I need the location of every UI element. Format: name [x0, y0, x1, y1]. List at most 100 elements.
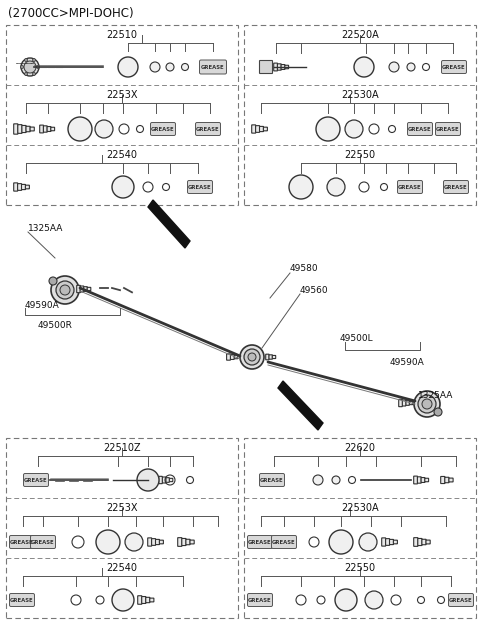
Circle shape [24, 72, 27, 75]
Text: GREASE: GREASE [24, 477, 48, 482]
Circle shape [24, 59, 27, 62]
Circle shape [407, 63, 415, 71]
FancyBboxPatch shape [178, 538, 182, 546]
FancyBboxPatch shape [152, 538, 156, 545]
FancyBboxPatch shape [425, 478, 429, 482]
FancyBboxPatch shape [255, 126, 260, 133]
FancyBboxPatch shape [277, 64, 281, 70]
Circle shape [345, 120, 363, 138]
Text: 49500R: 49500R [38, 321, 73, 330]
FancyBboxPatch shape [234, 355, 238, 359]
FancyBboxPatch shape [421, 478, 425, 482]
Text: GREASE: GREASE [248, 598, 272, 603]
FancyBboxPatch shape [47, 126, 51, 131]
FancyBboxPatch shape [18, 125, 22, 133]
FancyBboxPatch shape [269, 355, 272, 359]
FancyBboxPatch shape [248, 536, 273, 549]
Text: GREASE: GREASE [442, 64, 466, 70]
FancyBboxPatch shape [80, 286, 84, 292]
FancyBboxPatch shape [385, 538, 390, 545]
FancyBboxPatch shape [449, 478, 453, 482]
FancyBboxPatch shape [190, 540, 194, 544]
FancyBboxPatch shape [10, 536, 35, 549]
FancyBboxPatch shape [24, 473, 48, 486]
FancyBboxPatch shape [156, 540, 159, 545]
Circle shape [95, 120, 113, 138]
Circle shape [181, 64, 189, 70]
Text: GREASE: GREASE [10, 540, 34, 544]
Circle shape [125, 533, 143, 551]
Text: 22510Z: 22510Z [103, 443, 141, 453]
FancyBboxPatch shape [442, 61, 467, 73]
FancyBboxPatch shape [30, 127, 34, 131]
FancyBboxPatch shape [146, 598, 150, 603]
Text: 22520A: 22520A [341, 30, 379, 40]
FancyBboxPatch shape [14, 183, 18, 191]
Text: GREASE: GREASE [201, 64, 225, 70]
Circle shape [137, 469, 159, 491]
FancyBboxPatch shape [426, 540, 430, 544]
Circle shape [33, 59, 36, 62]
FancyBboxPatch shape [285, 65, 288, 69]
Circle shape [112, 176, 134, 198]
FancyBboxPatch shape [260, 61, 273, 73]
Text: 2253X: 2253X [106, 503, 138, 513]
Text: GREASE: GREASE [436, 126, 460, 131]
FancyBboxPatch shape [26, 126, 30, 132]
Circle shape [112, 589, 134, 611]
FancyBboxPatch shape [188, 180, 213, 193]
Circle shape [327, 178, 345, 196]
FancyBboxPatch shape [169, 478, 173, 482]
FancyBboxPatch shape [402, 400, 406, 406]
FancyBboxPatch shape [159, 477, 162, 484]
FancyBboxPatch shape [87, 287, 91, 290]
FancyBboxPatch shape [414, 538, 418, 546]
FancyBboxPatch shape [406, 401, 409, 405]
FancyBboxPatch shape [227, 354, 230, 360]
Circle shape [248, 353, 256, 361]
Polygon shape [278, 381, 323, 430]
FancyBboxPatch shape [22, 126, 26, 133]
Text: GREASE: GREASE [196, 126, 220, 131]
FancyBboxPatch shape [389, 540, 394, 545]
Circle shape [332, 476, 340, 484]
Circle shape [49, 277, 57, 285]
FancyBboxPatch shape [230, 355, 234, 359]
Text: 49500L: 49500L [340, 334, 373, 343]
Text: GREASE: GREASE [151, 126, 175, 131]
FancyBboxPatch shape [422, 539, 426, 545]
FancyBboxPatch shape [260, 473, 285, 486]
Circle shape [289, 175, 313, 199]
Text: 49590A: 49590A [390, 357, 425, 366]
Polygon shape [148, 200, 190, 248]
FancyBboxPatch shape [266, 354, 269, 360]
Circle shape [60, 285, 70, 295]
Circle shape [118, 57, 138, 77]
FancyBboxPatch shape [414, 476, 418, 484]
Circle shape [414, 391, 440, 417]
FancyBboxPatch shape [418, 538, 422, 545]
Circle shape [313, 475, 323, 485]
FancyBboxPatch shape [274, 63, 277, 71]
FancyBboxPatch shape [260, 126, 264, 131]
Text: 22550: 22550 [345, 563, 375, 573]
FancyBboxPatch shape [418, 477, 421, 483]
Circle shape [166, 63, 174, 71]
Text: 2253X: 2253X [106, 90, 138, 100]
FancyBboxPatch shape [31, 536, 56, 549]
FancyBboxPatch shape [182, 538, 186, 545]
Bar [6, 438, 238, 618]
Text: 22510: 22510 [107, 30, 137, 40]
FancyBboxPatch shape [394, 540, 397, 544]
FancyBboxPatch shape [409, 401, 413, 404]
FancyBboxPatch shape [444, 180, 468, 193]
FancyBboxPatch shape [441, 477, 445, 484]
Text: 1325AA: 1325AA [418, 392, 454, 401]
FancyBboxPatch shape [43, 126, 47, 132]
Text: 22530A: 22530A [341, 503, 379, 513]
Circle shape [240, 345, 264, 369]
FancyBboxPatch shape [25, 185, 29, 189]
Text: GREASE: GREASE [10, 598, 34, 603]
FancyBboxPatch shape [10, 594, 35, 607]
FancyBboxPatch shape [18, 184, 22, 191]
